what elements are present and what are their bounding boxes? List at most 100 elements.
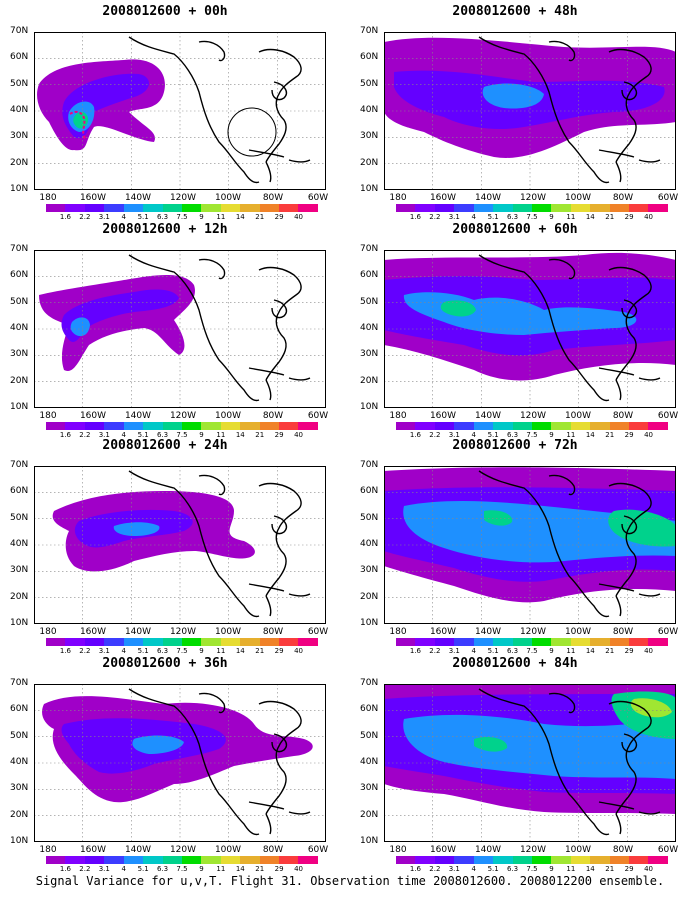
lat-label: 10N: [360, 617, 379, 628]
lat-label: 70N: [10, 244, 29, 254]
coastline: [615, 813, 622, 835]
colorbar-tick-label: 9: [549, 647, 554, 655]
colorbar-swatch: [629, 638, 649, 646]
lat-label: 20N: [360, 809, 379, 820]
lat-label: 40N: [360, 104, 379, 115]
lat-label: 30N: [360, 349, 379, 360]
lon-label: 160W: [79, 845, 107, 855]
lat-label: 70N: [360, 678, 379, 688]
colorbar-tick-label: 29: [624, 865, 634, 873]
colorbar-swatch: [143, 638, 163, 646]
colorbar-swatch: [279, 638, 299, 646]
coastline: [638, 159, 661, 163]
lon-label: 60W: [657, 845, 679, 855]
colorbar-swatch: [201, 856, 221, 864]
colorbar-swatch: [240, 204, 260, 212]
coastline: [128, 688, 260, 836]
lon-label: 180: [39, 627, 57, 637]
coastline: [615, 161, 622, 183]
lon-label: 180: [39, 193, 57, 203]
coastline: [598, 149, 635, 158]
coastline: [265, 813, 272, 835]
colorbar-swatch: [46, 638, 66, 646]
coastline: [248, 367, 285, 376]
colorbar-swatch: [298, 204, 318, 212]
lat-label: 60N: [10, 704, 29, 715]
colorbar-swatch: [570, 856, 591, 864]
lat-label: 70N: [10, 26, 29, 36]
map-panel-p00: 2008012600 + 00h 70N 60N 50N 40N 30N 20N 10N 180…: [0, 4, 330, 226]
colorbar-swatch: [473, 856, 494, 864]
coastline: [621, 81, 638, 101]
lat-label: 70N: [10, 678, 29, 688]
lat-label: 20N: [10, 809, 29, 820]
colorbar-tick-label: 6.3: [156, 213, 169, 221]
lon-label: 80W: [612, 411, 634, 421]
lon-label: 60W: [307, 411, 329, 421]
colorbar: [46, 422, 318, 430]
colorbar-swatch: [648, 422, 668, 430]
lat-label: 60N: [360, 704, 379, 715]
colorbar-tick-label: 1.6: [409, 865, 421, 873]
coastline: [478, 254, 610, 402]
lon-label: 100W: [214, 411, 242, 421]
lat-label: 40N: [10, 104, 29, 115]
colorbar-tick-label: 6.3: [506, 865, 519, 873]
lat-label: 30N: [360, 783, 379, 794]
colorbar-swatch: [434, 204, 455, 212]
lon-label: 120W: [519, 193, 547, 203]
coastline: [248, 583, 285, 592]
colorbar-tick-label: 6.3: [156, 431, 169, 439]
colorbar-tick-label: 40: [644, 865, 654, 873]
colorbar-swatch: [123, 856, 144, 864]
colorbar-tick-label: 6.3: [506, 431, 519, 439]
lon-label: 80W: [262, 411, 284, 421]
colorbar-swatch: [65, 856, 85, 864]
colorbar-swatch: [415, 638, 435, 646]
lat-label: 10N: [360, 401, 379, 412]
colorbar: [46, 204, 318, 212]
colorbar-swatch: [104, 204, 124, 212]
colorbar-tick-label: 14: [235, 431, 245, 439]
lon-label: 160W: [429, 627, 457, 637]
map-plot: [384, 32, 676, 190]
colorbar-tick-label: 3.1: [448, 647, 460, 655]
lon-label: 80W: [612, 193, 634, 203]
colorbar-tick-label: 4: [471, 431, 476, 439]
coastline: [608, 266, 652, 381]
colorbar-swatch: [162, 856, 182, 864]
lat-label: 50N: [360, 296, 379, 307]
lon-label: 140W: [124, 845, 152, 855]
colorbar-swatch: [279, 856, 299, 864]
colorbar-tick-label: 29: [274, 431, 284, 439]
map-plot: [34, 250, 326, 408]
colorbar-swatch: [551, 856, 571, 864]
colorbar-swatch: [162, 204, 182, 212]
lat-label: 10N: [360, 835, 379, 846]
coastline: [128, 36, 260, 184]
colorbar-tick-label: 5.1: [487, 647, 499, 655]
map-panel-p48: 2008012600 + 48h 70N 60N 50N 40N 30N 20N 10N 180…: [350, 4, 680, 226]
colorbar-tick-label: 14: [235, 865, 245, 873]
lat-label: 40N: [10, 322, 29, 333]
coastline: [198, 40, 226, 62]
colorbar-swatch: [84, 856, 105, 864]
lon-label: 180: [39, 411, 57, 421]
variance-contour: [482, 83, 544, 109]
colorbar-swatch: [531, 638, 552, 646]
colorbar-swatch: [65, 204, 85, 212]
coastline: [638, 811, 661, 815]
colorbar-swatch: [531, 204, 552, 212]
panel-title: 2008012600 + 12h: [102, 222, 228, 237]
colorbar-tick-label: 21: [605, 647, 615, 655]
lat-label: 60N: [10, 52, 29, 63]
colorbar-swatch: [512, 204, 532, 212]
map-panel-p12: 2008012600 + 12h 70N 60N 50N 40N 30N 20N 10N 180…: [0, 222, 330, 444]
panel-title: 2008012600 + 60h: [452, 222, 578, 237]
coastline: [638, 377, 661, 381]
colorbar-tick-label: 3.1: [98, 213, 110, 221]
colorbar-swatch: [220, 422, 241, 430]
lon-label: 160W: [429, 193, 457, 203]
colorbar-swatch: [240, 638, 260, 646]
panel-title: 2008012600 + 84h: [452, 656, 578, 671]
